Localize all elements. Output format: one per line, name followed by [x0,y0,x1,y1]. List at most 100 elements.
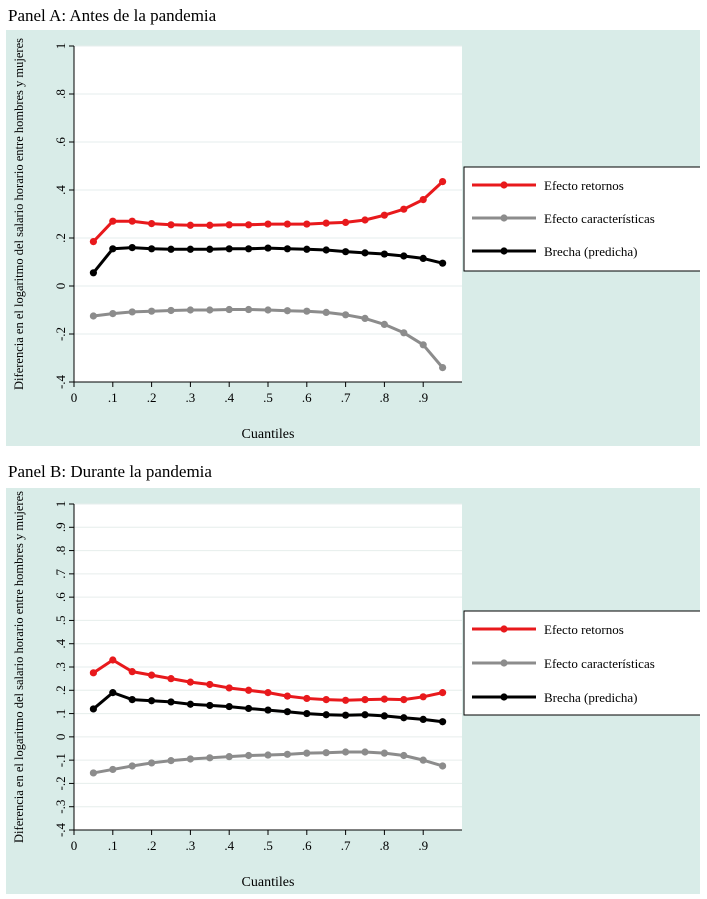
y-tick-label: .7 [53,568,68,578]
data-point [128,762,136,770]
data-point [89,238,97,246]
data-point [303,220,311,228]
x-tick-label: .9 [418,838,428,853]
x-axis-title: Cuantiles [242,427,295,442]
legend-swatch-marker [500,247,508,255]
y-tick-label: -.2 [53,327,68,341]
x-tick-label: .1 [108,838,118,853]
y-tick-label: 1 [53,43,68,50]
legend-label: Efecto características [544,656,655,671]
data-point [167,675,175,683]
data-point [419,341,427,349]
x-tick-label: 0 [71,390,78,405]
x-tick-label: .5 [263,838,273,853]
data-point [109,765,117,774]
data-point [89,705,97,713]
data-point [89,669,97,677]
data-point [342,748,350,756]
data-point [245,751,253,760]
data-point [89,269,97,277]
data-point [361,216,369,224]
data-point [206,306,214,314]
x-tick-label: .6 [302,838,312,853]
data-point [245,221,253,229]
legend-swatch-marker [500,693,508,701]
x-tick-label: .5 [263,390,273,405]
data-point [245,305,253,314]
y-tick-label: .3 [53,662,68,672]
data-point [439,689,447,697]
y-tick-label: .8 [53,89,68,99]
data-point [380,320,388,328]
legend-label: Brecha (predicha) [544,690,637,705]
data-point [128,696,136,704]
data-point [400,205,408,213]
data-point [186,700,194,708]
y-tick-label: .2 [53,233,68,243]
legend-label: Efecto características [544,211,655,226]
plot-area [74,46,462,382]
y-axis-title: Diferencia en el logaritmo del salario h… [12,491,26,843]
data-point [400,714,408,722]
x-tick-label: .1 [108,390,118,405]
x-tick-label: .2 [147,390,157,405]
data-point [283,708,291,716]
y-tick-label: -.4 [53,822,68,837]
data-point [322,246,330,254]
data-point [439,364,447,372]
legend-label: Brecha (predicha) [544,244,637,259]
data-point [342,218,350,226]
data-point [283,750,291,758]
data-point [206,680,214,689]
y-tick-label: 0 [53,734,68,741]
data-point [419,196,427,204]
data-point [225,305,233,314]
data-point [342,696,350,704]
data-point [400,751,408,760]
data-point [245,245,253,253]
data-point [283,692,291,700]
data-point [322,711,330,719]
data-point [361,314,369,322]
y-tick-label: 0 [53,283,68,290]
legend-swatch-marker [500,181,508,189]
x-tick-label: .7 [341,838,351,853]
data-point [225,684,233,692]
x-tick-label: .8 [380,838,390,853]
data-point [264,689,272,697]
x-tick-label: .6 [302,390,312,405]
data-point [206,245,214,253]
data-point [361,696,369,704]
data-point [109,656,117,664]
data-point [361,249,369,257]
x-tick-label: .8 [380,390,390,405]
data-point [186,245,194,253]
legend-swatch-marker [500,659,508,667]
data-point [264,706,272,714]
data-point [148,245,156,253]
data-point [322,696,330,704]
data-point [303,245,311,253]
data-point [419,756,427,764]
data-point [109,245,117,253]
y-tick-label: -.1 [53,753,68,767]
data-point [303,709,311,718]
data-point [283,220,291,228]
y-tick-label: .6 [53,592,68,602]
data-point [148,697,156,705]
data-point [283,245,291,253]
data-point [206,754,214,762]
legend-label: Efecto retornos [544,622,624,637]
legend-swatch-marker [500,214,508,222]
legend-label: Efecto retornos [544,178,624,193]
data-point [322,749,330,757]
data-point [225,753,233,761]
y-tick-label: 1 [53,501,68,508]
y-tick-label: -.4 [53,374,68,389]
data-point [439,259,447,267]
data-point [128,668,136,676]
y-tick-label: .4 [53,638,68,648]
y-tick-label: .6 [53,137,68,147]
y-tick-label: .8 [53,546,68,556]
data-point [128,308,136,316]
